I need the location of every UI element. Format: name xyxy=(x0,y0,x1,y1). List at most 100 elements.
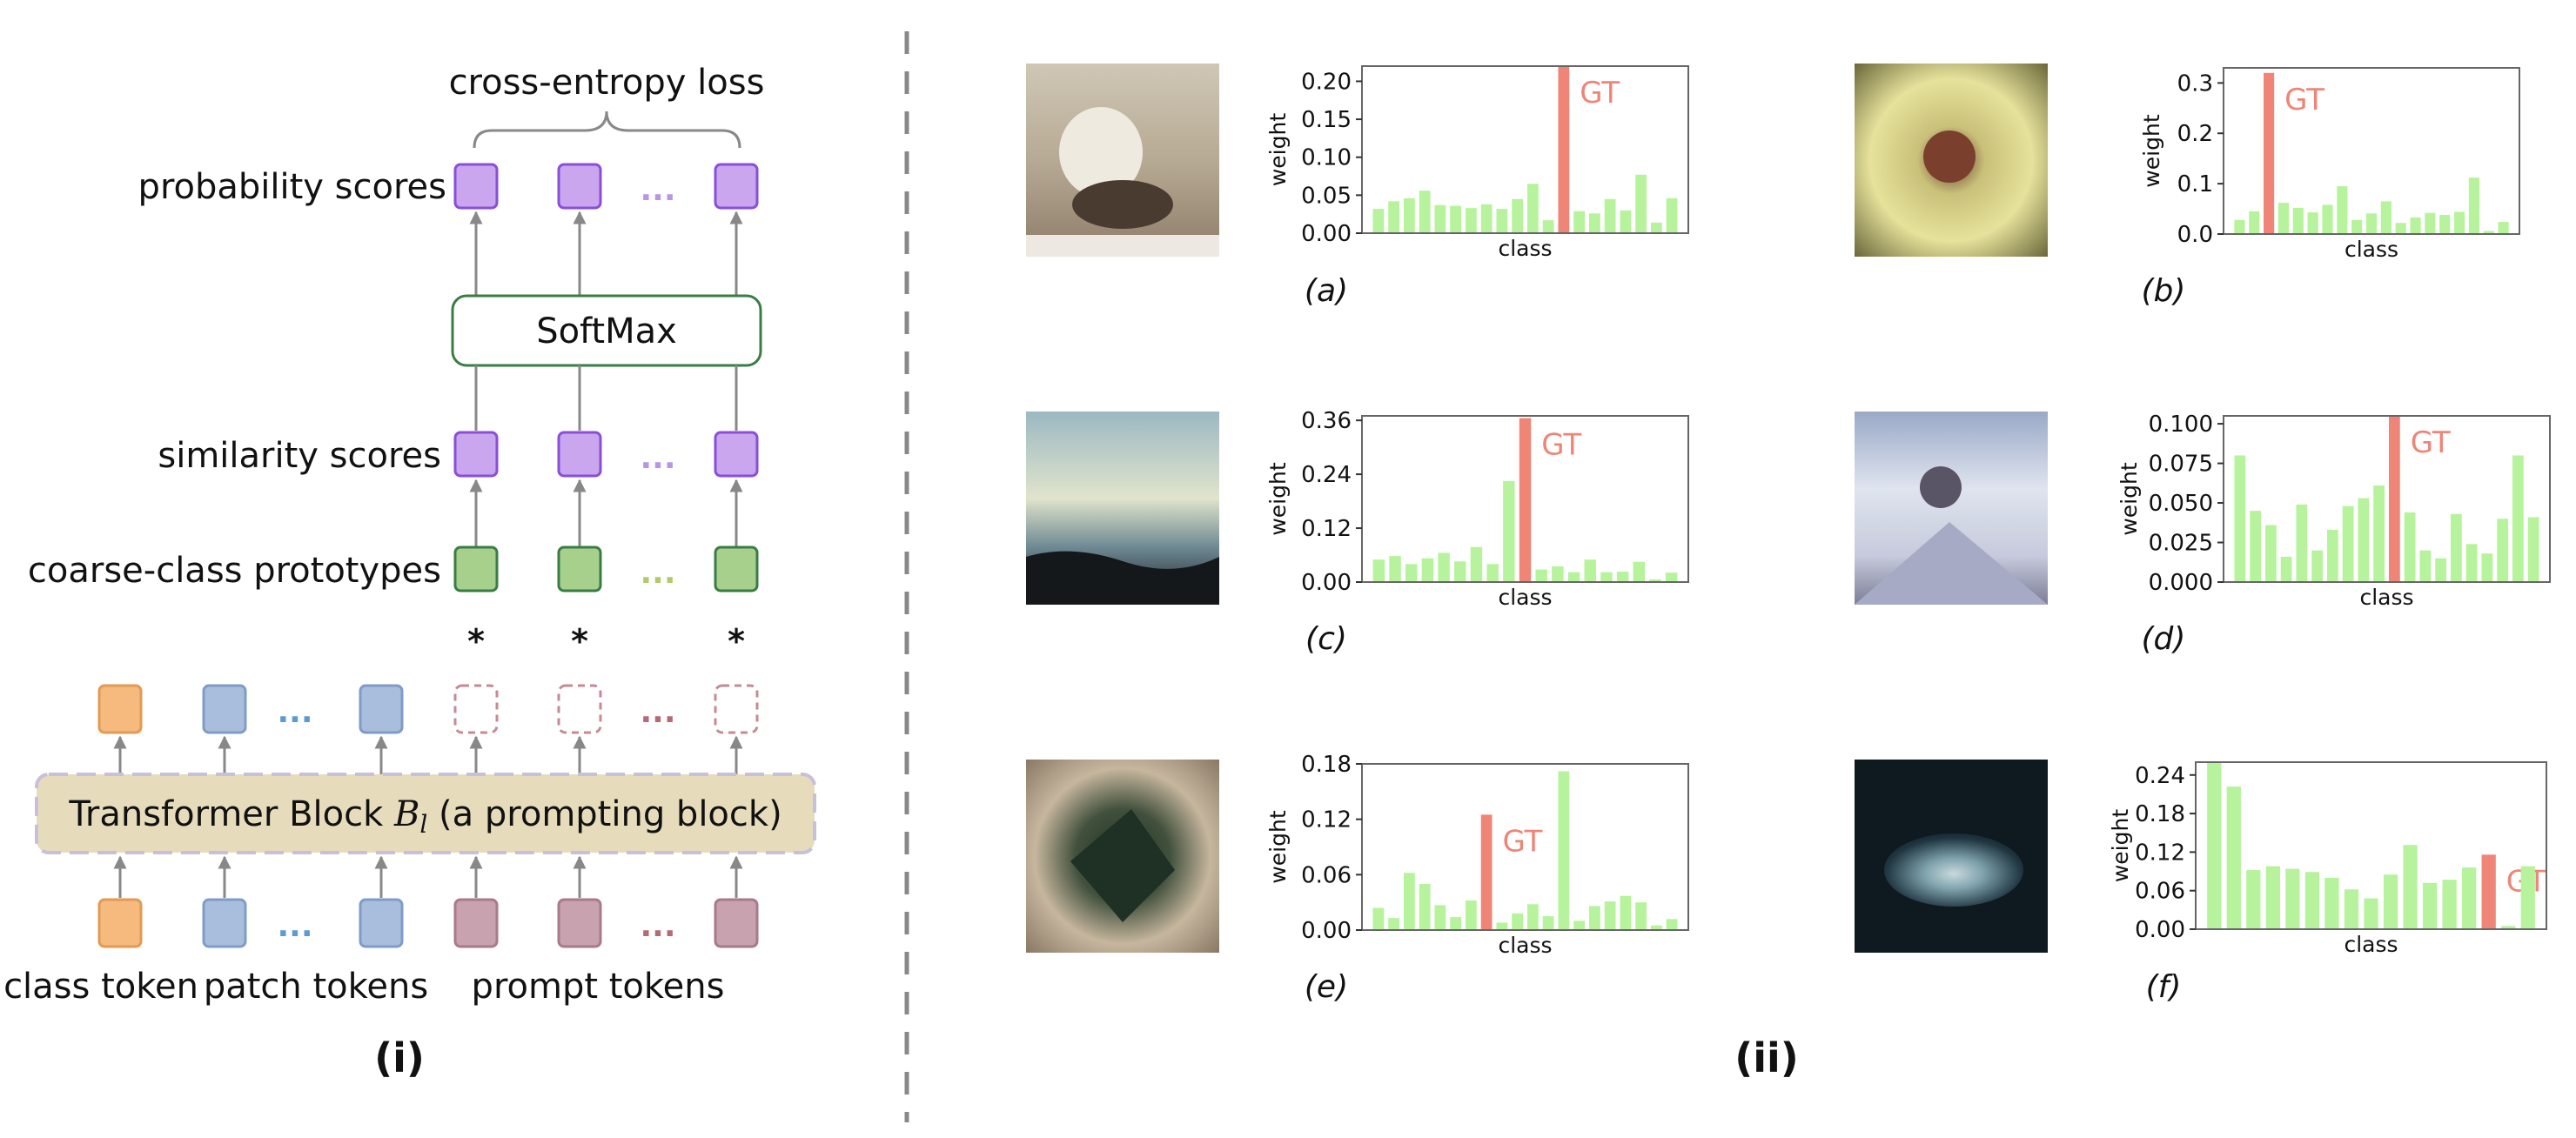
bar xyxy=(2265,866,2280,929)
bar xyxy=(2364,898,2378,929)
patch-token-input xyxy=(359,898,404,948)
bar xyxy=(1650,222,1662,233)
multiply-symbol: * xyxy=(571,622,588,660)
gt-bar xyxy=(1558,66,1570,233)
y-tick-label: 0.05 xyxy=(1301,183,1352,209)
image-thumbnail-c xyxy=(1026,412,1219,605)
ellipsis: ... xyxy=(640,440,675,476)
bar xyxy=(1665,572,1678,582)
bar xyxy=(1372,559,1385,582)
bar xyxy=(1388,918,1400,930)
x-axis-label: class xyxy=(2344,932,2398,957)
panel-ii xyxy=(1026,64,2048,953)
multiply-symbol: * xyxy=(728,622,745,660)
y-axis-label: weight xyxy=(1265,113,1291,186)
x-axis-label: class xyxy=(1498,585,1552,610)
bar xyxy=(1635,174,1647,233)
y-axis-label: weight xyxy=(2116,462,2142,535)
class-token-output xyxy=(97,684,143,734)
bar xyxy=(1372,907,1385,930)
y-tick-label: 0.12 xyxy=(2135,840,2185,866)
bar xyxy=(2304,872,2320,929)
gt-label: GT xyxy=(1580,76,1620,110)
loss-brace xyxy=(473,110,741,149)
bar xyxy=(2498,222,2509,234)
bar xyxy=(2365,213,2378,234)
charts-group: GT 0.00 0.05 0.10 0.15 0.20 class weight GT 0.0 0.… xyxy=(1265,65,2551,958)
bar xyxy=(1403,197,1415,233)
bar xyxy=(2481,553,2493,582)
bar xyxy=(1604,198,1616,233)
y-tick-label: 0.18 xyxy=(2135,801,2185,827)
bar-chart: GT 0.00 0.06 0.12 0.18 class weight xyxy=(1265,752,1689,958)
bar xyxy=(1588,213,1600,233)
subfigure-label: (b) xyxy=(2142,273,2186,309)
gt-bar xyxy=(2481,854,2496,929)
bar xyxy=(1649,579,1661,582)
y-tick-label: 0.00 xyxy=(1301,570,1352,596)
prototype-box xyxy=(714,546,759,592)
bar xyxy=(2410,217,2421,234)
bar xyxy=(1535,569,1547,582)
bar xyxy=(1633,561,1646,582)
bar xyxy=(2380,201,2392,234)
class-token-input xyxy=(97,898,143,948)
plot-frame xyxy=(1361,763,1689,931)
patch-token-input xyxy=(202,898,247,948)
bar xyxy=(1604,901,1616,930)
prompt-token-output xyxy=(714,684,759,734)
y-tick-label: 0.025 xyxy=(2149,531,2213,557)
bar xyxy=(2250,511,2262,582)
bar xyxy=(2383,874,2398,929)
bar xyxy=(2512,455,2524,582)
gt-label: GT xyxy=(1503,824,1543,859)
y-tick-label: 0.24 xyxy=(2135,763,2185,789)
image-thumbnail-b xyxy=(1855,64,2048,257)
bar xyxy=(2520,866,2535,929)
bar xyxy=(1496,922,1508,930)
transformer-block-label: Transformer Block Bl (a prompting block) xyxy=(68,794,782,839)
bar xyxy=(2324,877,2339,929)
prototypes-label: coarse-class prototypes xyxy=(28,551,441,591)
bar xyxy=(2435,558,2447,582)
similarity-score-box xyxy=(453,431,499,478)
y-tick-label: 0.12 xyxy=(1301,516,1352,542)
bar xyxy=(2234,455,2246,582)
y-tick-label: 0.0 xyxy=(2177,222,2213,248)
y-tick-label: 0.050 xyxy=(2149,491,2213,517)
panel-i-label: (i) xyxy=(374,1034,425,1081)
bar xyxy=(1512,913,1524,930)
patch-token-output xyxy=(359,684,404,734)
ellipsis: ... xyxy=(277,694,312,730)
bar xyxy=(1450,205,1462,233)
gt-bar xyxy=(2264,72,2275,235)
ellipsis: ... xyxy=(640,908,675,944)
x-axis-label: class xyxy=(2345,237,2398,262)
patch-token-output xyxy=(202,684,247,734)
bar xyxy=(2249,211,2260,234)
probability-score-box xyxy=(714,163,759,210)
bar xyxy=(2311,550,2324,582)
ellipsis: ... xyxy=(277,908,312,944)
bar xyxy=(1620,895,1632,930)
bar xyxy=(1512,198,1524,233)
bar xyxy=(2465,544,2478,582)
bar xyxy=(2358,498,2370,582)
transformer-block xyxy=(35,773,816,854)
bar xyxy=(2483,231,2494,234)
x-axis-label: class xyxy=(1498,236,1552,261)
bar xyxy=(2342,505,2354,582)
bar xyxy=(2395,223,2406,234)
bar xyxy=(2351,219,2363,234)
loss-label: cross-entropy loss xyxy=(449,63,765,103)
y-tick-label: 0.15 xyxy=(1301,107,1352,133)
bar xyxy=(2373,485,2385,582)
bar xyxy=(1573,211,1586,233)
subfigure-label: (e) xyxy=(1305,969,1348,1005)
plot-frame xyxy=(2223,67,2520,235)
probability-scores-label: probability scores xyxy=(138,167,446,207)
probability-score-box xyxy=(453,163,499,210)
softmax-box xyxy=(451,294,762,367)
